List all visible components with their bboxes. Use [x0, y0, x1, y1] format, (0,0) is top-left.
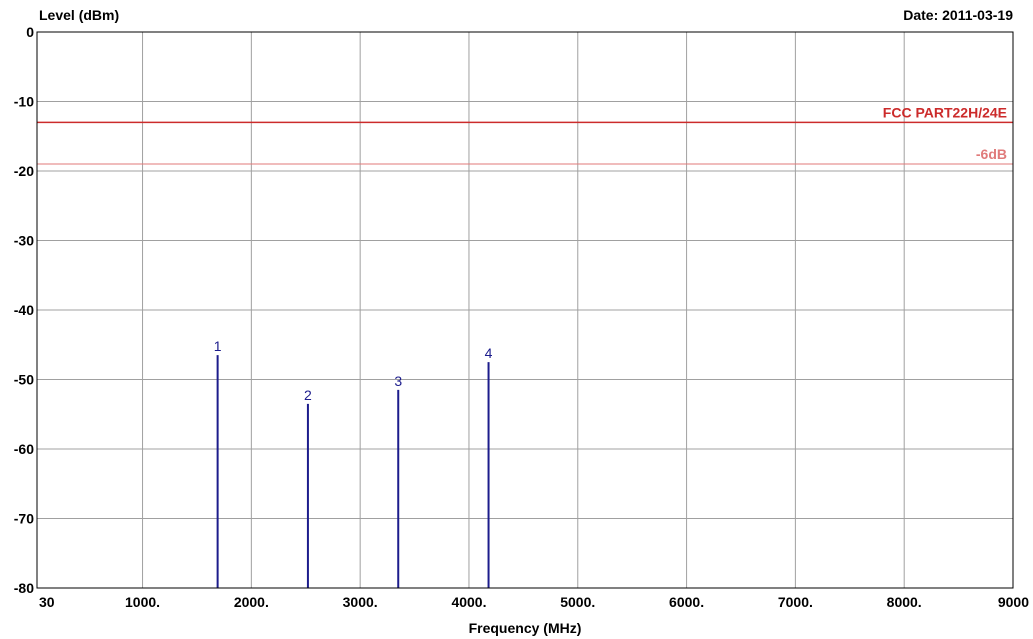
- y-axis-title: Level (dBm): [39, 7, 119, 23]
- y-tick-label: -80: [14, 580, 34, 596]
- x-tick-label: 9000: [998, 594, 1029, 610]
- x-axis-ticks: 30 1000. 2000. 3000. 4000. 5000. 6000. 7000. 800…: [39, 594, 1029, 610]
- grid: [37, 32, 1013, 588]
- x-tick-label: 3000.: [343, 594, 378, 610]
- emission-markers: 1 2 3 4: [214, 338, 493, 588]
- x-tick-label: 7000.: [778, 594, 813, 610]
- marker-label: 4: [485, 345, 493, 361]
- y-tick-label: -20: [14, 163, 34, 179]
- x-tick-label: 5000.: [560, 594, 595, 610]
- limit-line-label: FCC PART22H/24E: [883, 104, 1007, 120]
- y-tick-label: -60: [14, 441, 34, 457]
- x-tick-label: 4000.: [451, 594, 486, 610]
- y-tick-label: -10: [14, 94, 34, 110]
- date-label: Date: 2011-03-19: [903, 7, 1013, 23]
- x-tick-label: 30: [39, 594, 55, 610]
- x-tick-label: 8000.: [887, 594, 922, 610]
- y-axis-ticks: 0 -10 -20 -30 -40 -50 -60 -70 -80: [14, 24, 34, 596]
- marker-label: 1: [214, 338, 222, 354]
- y-tick-label: 0: [26, 24, 34, 40]
- x-tick-label: 6000.: [669, 594, 704, 610]
- marker-label: 2: [304, 387, 312, 403]
- y-tick-label: -50: [14, 372, 34, 388]
- marker-label: 3: [394, 373, 402, 389]
- plot-frame: [36, 31, 1014, 589]
- x-tick-label: 1000.: [125, 594, 160, 610]
- limit-lines: FCC PART22H/24E -6dB: [37, 104, 1013, 165]
- x-axis-title: Frequency (MHz): [469, 620, 582, 636]
- x-tick-label: 2000.: [234, 594, 269, 610]
- limit-line-label: -6dB: [976, 146, 1007, 162]
- y-tick-label: -30: [14, 233, 34, 249]
- y-tick-label: -40: [14, 302, 34, 318]
- y-tick-label: -70: [14, 511, 34, 527]
